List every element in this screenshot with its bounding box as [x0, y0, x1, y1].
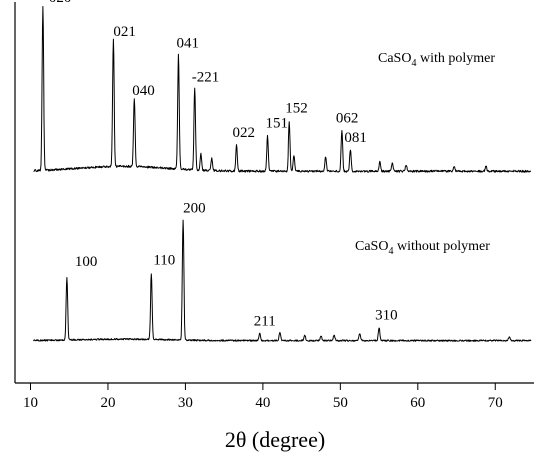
peak-label: -221 [192, 70, 220, 86]
peak-label: 211 [254, 313, 276, 329]
x-tick-label: 30 [178, 395, 193, 411]
x-axis-ticks [29, 383, 496, 390]
series-with-polymer-trace [33, 6, 531, 173]
peak-label: 020 [49, 0, 72, 6]
x-tick-label: 70 [488, 395, 503, 411]
x-tick-label: 50 [333, 395, 348, 411]
peak-label: 152 [285, 100, 308, 116]
series-without-polymer-trace [33, 219, 532, 342]
peak-label: 041 [176, 35, 199, 51]
x-axis-title: 2θ (degree) [225, 427, 325, 452]
peak-label: 081 [344, 130, 367, 146]
peak-label: 151 [266, 115, 289, 131]
legend-with-polymer: CaSO4 with polymer [378, 51, 495, 69]
peak-label: 310 [375, 307, 398, 323]
peak-label: 110 [153, 253, 175, 269]
peak-label: 021 [113, 24, 136, 40]
x-tick-label: 40 [255, 395, 270, 411]
x-axis-tick-labels: 10 20 30 40 50 60 70 [23, 395, 503, 411]
x-tick-label: 60 [410, 395, 425, 411]
peak-label: 062 [336, 110, 359, 126]
peak-label: 100 [75, 254, 98, 270]
peak-label: 040 [132, 83, 155, 99]
peak-label: 200 [183, 201, 206, 217]
x-tick-label: 20 [100, 395, 115, 411]
peak-label: 022 [233, 125, 256, 141]
x-tick-label: 10 [23, 395, 38, 411]
legend-without-polymer: CaSO4 without polymer [355, 239, 490, 257]
